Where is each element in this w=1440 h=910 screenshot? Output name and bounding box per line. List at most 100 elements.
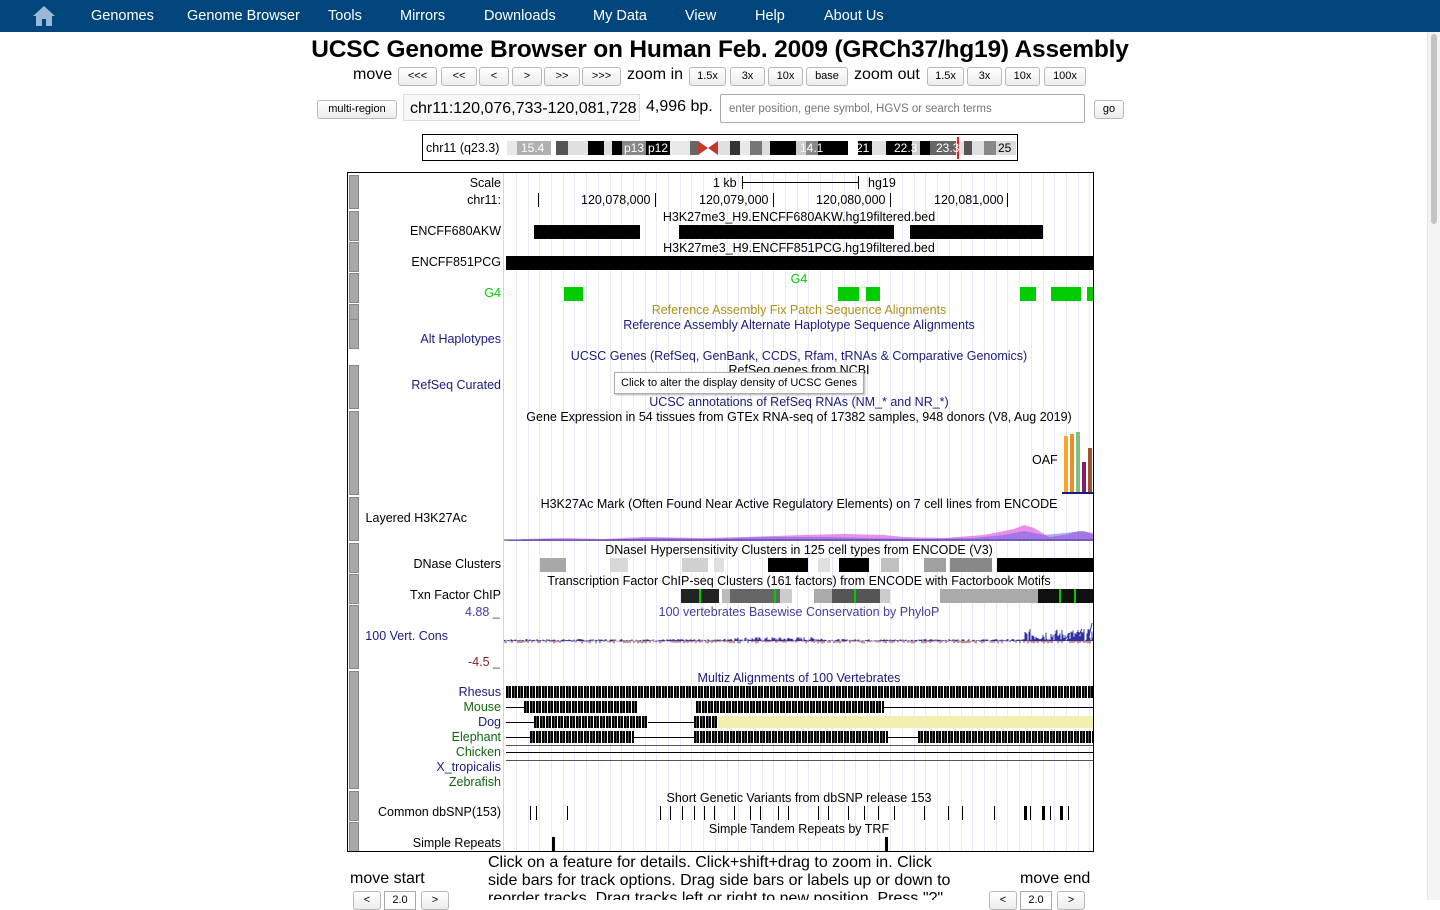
dnase-cluster[interactable] [610,558,628,572]
nav-my-data[interactable]: My Data [593,8,647,24]
species-label[interactable]: Dog [478,715,501,729]
chrom-position-label[interactable]: chr11: [467,193,501,207]
repeat-feature[interactable] [885,837,888,851]
move-right-far-button[interactable]: >>> [582,67,621,86]
move-left-mid-button[interactable]: << [441,67,477,86]
species-label[interactable]: Rhesus [458,685,501,699]
multi-region-button[interactable]: multi-region [317,100,397,119]
g4-feature[interactable] [564,287,583,301]
species-label[interactable]: Zebrafish [448,775,501,789]
home-icon[interactable] [32,5,56,27]
nav-downloads[interactable]: Downloads [484,8,556,24]
dnase-cluster[interactable] [881,558,899,572]
zoom-base-button[interactable]: base [806,67,848,86]
g4-feature[interactable] [838,287,859,301]
sidebar-gtex[interactable] [349,411,359,495]
nav-help[interactable]: Help [755,8,785,24]
chromosome-ideogram[interactable]: chr11 (q23.3) 15.4 p13 p12 14.1 21 22.3 … [422,134,1018,161]
move-end-amount[interactable]: 2.0 [1020,891,1052,910]
move-left-far-button[interactable]: <<< [398,67,437,86]
txn-cluster[interactable] [730,589,780,603]
alt-haplotypes-label[interactable]: Alt Haplotypes [420,332,501,346]
track-image-panel[interactable]: Scale chr11: 1 kb hg19 120,078,000 120,0… [347,172,1094,852]
move-end-right-button[interactable]: > [1057,891,1085,910]
dnase-cluster[interactable] [682,558,708,572]
nav-mirrors[interactable]: Mirrors [400,8,446,24]
position-display[interactable]: chr11:120,076,733-120,081,728 [403,94,640,121]
conservation-label[interactable]: 100 Vert. Cons [365,629,448,643]
move-start-left-button[interactable]: < [353,891,381,910]
dnase-cluster[interactable] [714,558,724,572]
zoom-out-100x-button[interactable]: 100x [1044,67,1086,86]
bed-feature[interactable] [910,225,1043,239]
species-label[interactable]: Mouse [463,700,501,714]
scale-label[interactable]: Scale [469,176,501,190]
dnase-cluster[interactable] [839,558,869,572]
species-label[interactable]: Elephant [451,730,501,744]
zoom-in-1-5x-button[interactable]: 1.5x [689,67,726,86]
g4-feature[interactable] [1051,287,1081,301]
txn-cluster[interactable] [780,589,792,603]
bed-feature[interactable] [679,225,894,239]
g4-label[interactable]: G4 [484,286,501,300]
zoom-out-3x-button[interactable]: 3x [967,67,1002,86]
nav-about-us[interactable]: About Us [824,8,884,24]
move-start-amount[interactable]: 2.0 [384,891,416,910]
zoom-in-3x-button[interactable]: 3x [730,67,765,86]
sidebar-dbsnp[interactable] [349,791,359,821]
sidebar-dnase[interactable] [349,543,359,573]
txn-factor-label[interactable]: Txn Factor ChIP [410,588,501,602]
encff851pcg-label[interactable]: ENCFF851PCG [411,255,501,269]
bed-feature[interactable] [506,256,1093,270]
txn-cluster[interactable] [940,589,1038,603]
sidebar-txn-factor[interactable] [349,574,359,604]
sidebar-alt-haplotypes[interactable] [349,319,359,349]
nav-tools[interactable]: Tools [328,8,362,24]
sidebar-refseq[interactable] [349,365,359,409]
zoom-out-10x-button[interactable]: 10x [1005,67,1040,86]
zoom-in-10x-button[interactable]: 10x [768,67,803,86]
bed-feature[interactable] [534,225,640,239]
sidebar-multiz[interactable] [349,671,359,789]
g4-feature[interactable] [1020,287,1036,301]
sidebar-g4[interactable] [349,273,359,303]
refseq-curated-label[interactable]: RefSeq Curated [411,378,501,392]
g4-feature[interactable] [866,287,880,301]
nav-genomes[interactable]: Genomes [91,8,154,24]
dnase-cluster[interactable] [924,558,946,572]
species-label[interactable]: Chicken [455,745,501,759]
dbsnp-label[interactable]: Common dbSNP(153) [378,805,501,819]
txn-cluster[interactable] [722,589,730,603]
dnase-cluster[interactable] [950,558,992,572]
h3k27ac-signal[interactable] [504,513,1094,541]
nav-genome-browser[interactable]: Genome Browser [187,8,300,24]
sidebar-conservation[interactable] [349,605,359,669]
go-button[interactable]: go [1094,100,1124,119]
sidebar-encff680akw[interactable] [349,211,359,241]
nav-view[interactable]: View [685,8,717,24]
scrollbar-thumb[interactable] [1431,34,1437,224]
simple-repeats-label[interactable]: Simple Repeats [412,836,501,850]
move-end-left-button[interactable]: < [989,891,1017,910]
move-start-right-button[interactable]: > [421,891,449,910]
txn-cluster[interactable] [1038,589,1093,603]
conservation-signal[interactable] [504,619,1094,653]
search-input[interactable] [720,94,1085,123]
species-label[interactable]: X_tropicalis [436,760,501,774]
dnase-cluster[interactable] [540,558,566,572]
sidebar-ruler[interactable] [349,175,359,209]
encff680akw-label[interactable]: ENCFF680AKW [410,224,501,238]
repeat-feature[interactable] [552,837,555,851]
page-scrollbar[interactable] [1427,32,1440,900]
dnase-cluster[interactable] [997,558,1093,572]
gtex-gene-label[interactable]: OAF [1032,453,1058,467]
sidebar-h3k27ac[interactable] [349,497,359,541]
move-right-mid-button[interactable]: >> [544,67,580,86]
txn-cluster[interactable] [814,589,832,603]
move-right-button[interactable]: > [512,67,542,86]
txn-cluster[interactable] [832,589,880,603]
sidebar-simple-repeats[interactable] [349,822,359,851]
zoom-out-1-5x-button[interactable]: 1.5x [927,67,964,86]
txn-cluster[interactable] [880,589,890,603]
dnase-cluster[interactable] [818,558,830,572]
